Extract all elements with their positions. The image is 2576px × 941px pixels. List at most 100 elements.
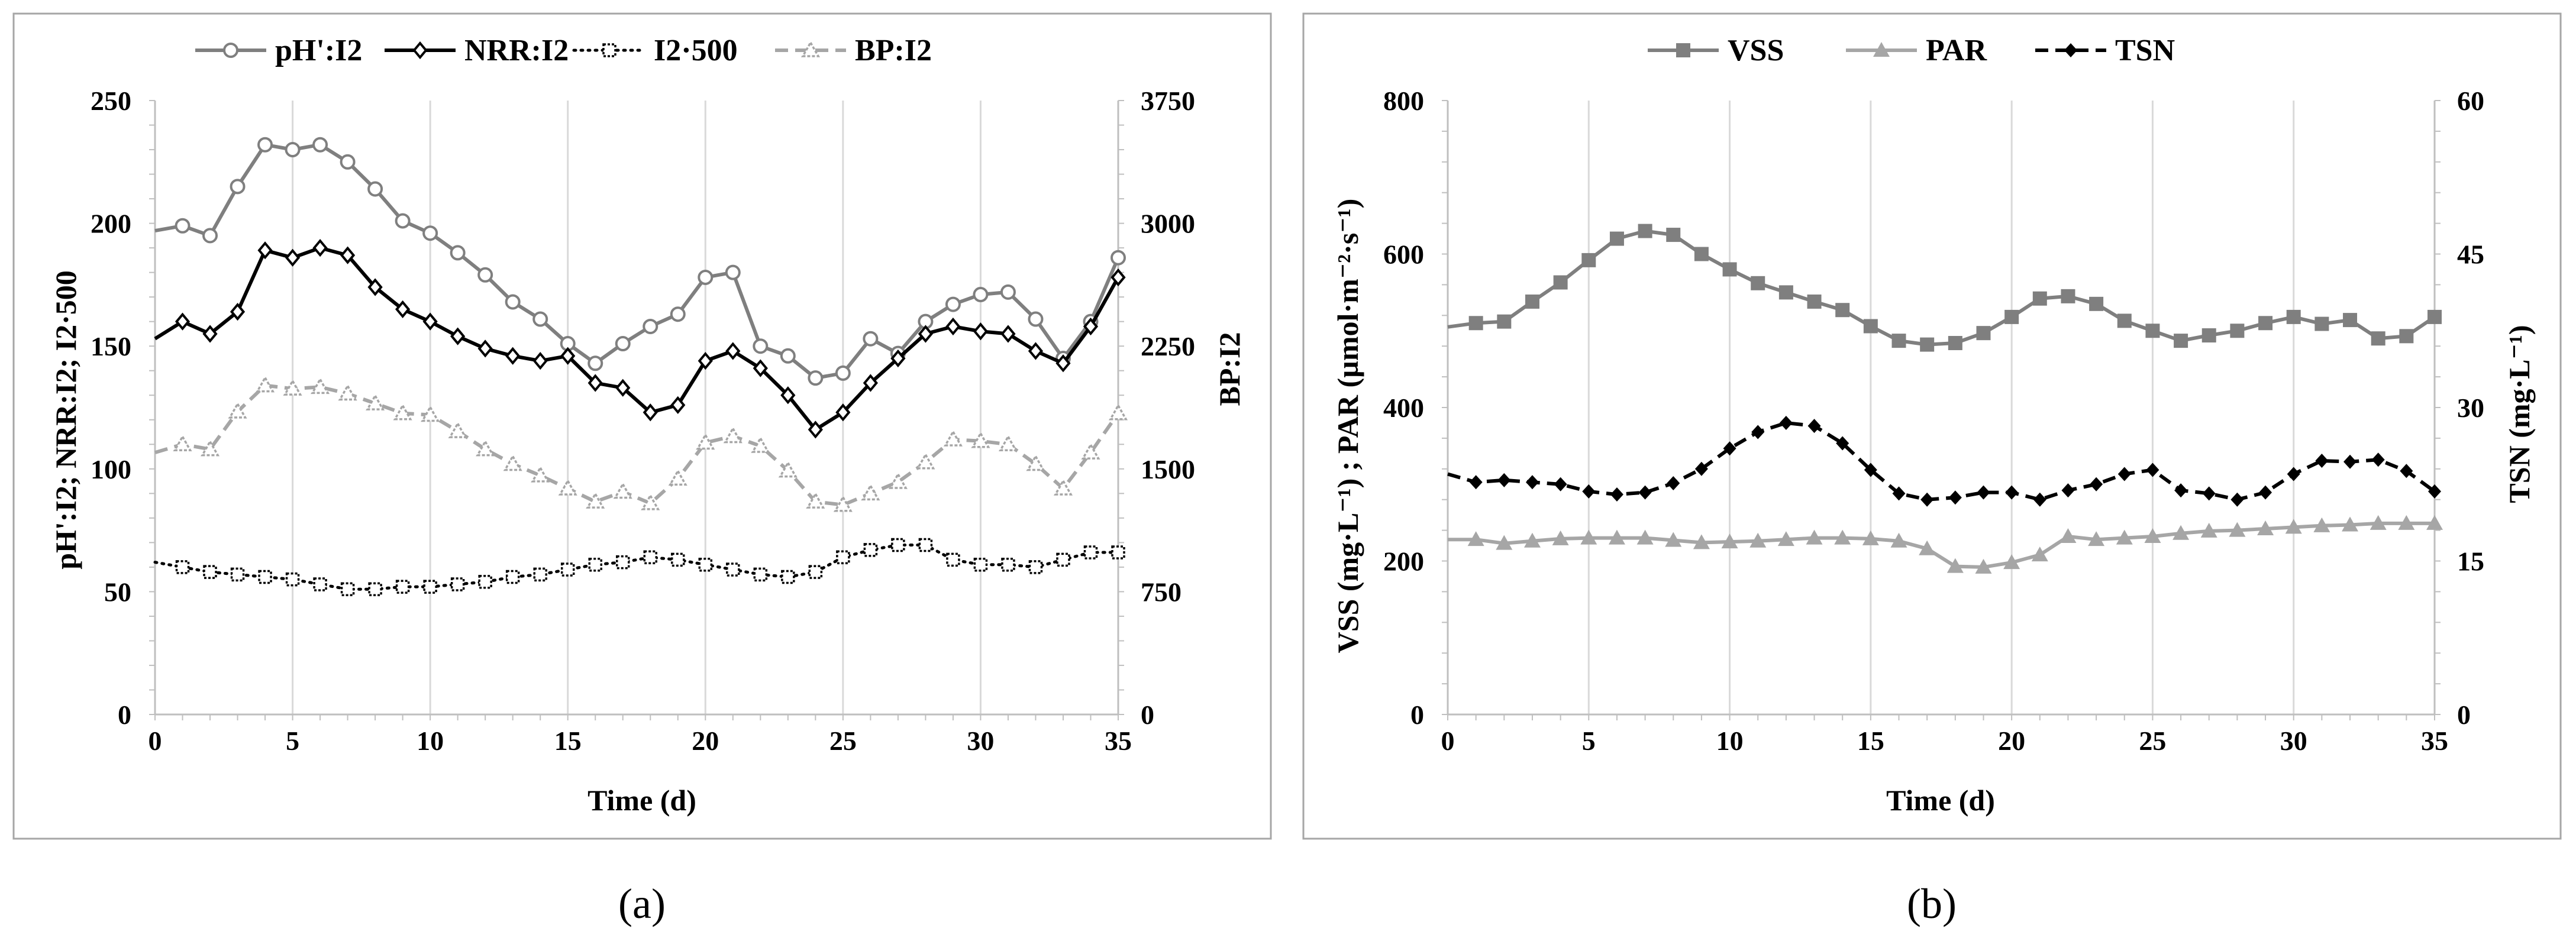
legend-label: I2·500 bbox=[654, 34, 738, 67]
data-point bbox=[1053, 478, 1073, 496]
data-point bbox=[1525, 294, 1539, 309]
data-point bbox=[1976, 326, 1991, 341]
data-point bbox=[450, 577, 465, 591]
data-point bbox=[1580, 529, 1597, 545]
data-point bbox=[698, 269, 714, 285]
panel-caption-a: (a) bbox=[618, 880, 666, 927]
legend-label: VSS bbox=[1728, 34, 1784, 67]
y-tick-label-right: 45 bbox=[2457, 240, 2484, 270]
data-point bbox=[2145, 324, 2160, 338]
y-tick-label-left: 100 bbox=[91, 454, 131, 484]
x-tick-label: 20 bbox=[1998, 726, 2025, 756]
data-point bbox=[1638, 485, 1652, 500]
data-point bbox=[1920, 492, 1934, 507]
data-point bbox=[1751, 425, 1765, 439]
data-point bbox=[806, 491, 825, 509]
data-point bbox=[2116, 529, 2133, 545]
x-tick-label: 15 bbox=[1857, 726, 1884, 756]
legend-swatch-marker bbox=[2064, 43, 2077, 57]
grid-lines bbox=[1587, 101, 2295, 714]
data-point bbox=[340, 154, 356, 170]
data-point bbox=[863, 331, 879, 347]
data-point bbox=[532, 311, 548, 327]
data-point bbox=[285, 142, 301, 158]
legend-item-ph-i2: pH':I2 bbox=[195, 34, 362, 67]
data-point bbox=[836, 550, 850, 565]
legend-swatch-marker bbox=[1676, 43, 1690, 57]
x-tick-label: 0 bbox=[149, 726, 162, 756]
data-point bbox=[1779, 415, 1793, 430]
data-point bbox=[1948, 336, 1962, 351]
data-point bbox=[1636, 529, 1654, 545]
data-point bbox=[1553, 275, 1568, 290]
data-point bbox=[833, 495, 853, 512]
data-point bbox=[2201, 328, 2216, 343]
data-point bbox=[1723, 441, 1736, 456]
data-point bbox=[395, 213, 411, 229]
data-point bbox=[808, 421, 823, 439]
data-point bbox=[973, 557, 988, 572]
data-point bbox=[2033, 492, 2046, 507]
data-point bbox=[888, 472, 908, 489]
data-point bbox=[753, 359, 768, 377]
data-point bbox=[175, 560, 190, 574]
data-point bbox=[1000, 284, 1016, 300]
data-point bbox=[2343, 454, 2357, 469]
data-point bbox=[2174, 334, 2188, 348]
data-point bbox=[368, 582, 382, 596]
data-point bbox=[1468, 316, 1483, 331]
data-point bbox=[780, 348, 796, 364]
data-point bbox=[1666, 228, 1681, 242]
data-point bbox=[1608, 529, 1625, 545]
data-point bbox=[891, 538, 905, 552]
data-point bbox=[998, 434, 1018, 452]
data-point bbox=[751, 436, 770, 453]
data-point bbox=[312, 137, 328, 153]
data-point bbox=[670, 396, 686, 414]
y-tick-label-right: 3000 bbox=[1141, 209, 1195, 239]
data-point bbox=[533, 567, 547, 582]
data-point bbox=[698, 351, 713, 370]
data-point bbox=[2061, 483, 2075, 498]
chart-border bbox=[12, 12, 1272, 840]
data-point bbox=[366, 393, 385, 410]
data-point bbox=[1946, 558, 1964, 573]
x-tick-label: 30 bbox=[2280, 726, 2307, 756]
data-point bbox=[340, 246, 356, 264]
data-point bbox=[313, 577, 327, 591]
data-point bbox=[2144, 528, 2161, 543]
data-point bbox=[1835, 303, 1850, 318]
data-point bbox=[2259, 485, 2272, 500]
data-point bbox=[2426, 515, 2443, 530]
data-point bbox=[448, 421, 467, 438]
data-point bbox=[1552, 530, 1569, 545]
data-point bbox=[781, 570, 795, 584]
data-point bbox=[2230, 324, 2245, 338]
data-point bbox=[863, 543, 878, 557]
data-point bbox=[943, 429, 963, 447]
x-tick-label: 25 bbox=[2139, 726, 2166, 756]
legend-swatch-marker bbox=[801, 40, 820, 57]
data-point bbox=[1523, 532, 1541, 548]
data-point bbox=[1807, 419, 1821, 434]
data-point bbox=[1028, 560, 1043, 574]
data-point bbox=[945, 296, 961, 312]
x-tick-label: 10 bbox=[417, 726, 444, 756]
data-point bbox=[2200, 522, 2217, 538]
data-point bbox=[312, 238, 328, 257]
data-point bbox=[478, 575, 492, 589]
y-tick-label-left: 0 bbox=[1410, 700, 1424, 730]
data-point bbox=[1497, 314, 1512, 329]
data-point bbox=[1863, 319, 1878, 334]
legend: pH':I2 NRR:I2 I2·500 BP:I2 bbox=[195, 34, 932, 67]
data-point bbox=[503, 454, 522, 471]
data-point bbox=[973, 322, 989, 341]
data-point bbox=[753, 567, 768, 582]
data-point bbox=[2313, 517, 2330, 532]
chart-border bbox=[1302, 12, 2562, 840]
data-point bbox=[586, 491, 605, 509]
legend: VSS PAR TSN bbox=[1648, 34, 2175, 67]
data-point bbox=[643, 403, 658, 422]
y-tick-label-right: 0 bbox=[2457, 700, 2471, 730]
data-point bbox=[2286, 309, 2301, 324]
